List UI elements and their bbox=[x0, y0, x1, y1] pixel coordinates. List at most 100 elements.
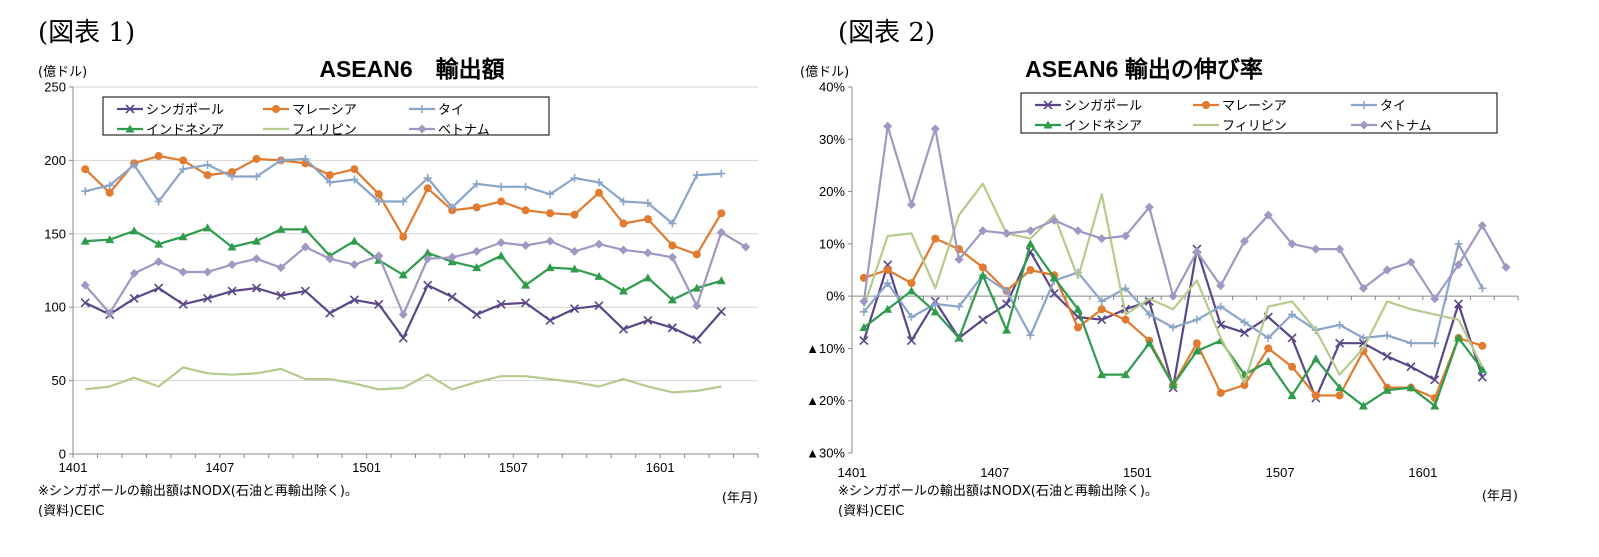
data-point bbox=[178, 299, 188, 309]
chart-title: ASEAN6 輸出額 bbox=[319, 56, 504, 82]
data-point bbox=[202, 293, 213, 303]
data-point bbox=[667, 252, 677, 262]
data-point bbox=[447, 292, 457, 302]
legend-item: タイ bbox=[1351, 99, 1406, 114]
y-tick-label: 150 bbox=[44, 226, 66, 241]
data-point bbox=[883, 304, 893, 313]
data-point bbox=[1288, 362, 1297, 371]
data-point bbox=[883, 266, 892, 274]
data-point bbox=[1121, 370, 1131, 379]
data-point bbox=[692, 334, 702, 345]
data-point bbox=[350, 165, 359, 174]
data-point bbox=[906, 200, 916, 210]
series-4 bbox=[85, 366, 722, 394]
data-point bbox=[80, 236, 90, 245]
data-point bbox=[227, 286, 237, 296]
series-line bbox=[863, 237, 1483, 400]
data-point bbox=[1097, 370, 1107, 379]
data-point bbox=[228, 172, 237, 181]
data-point bbox=[179, 156, 188, 165]
data-point bbox=[1477, 221, 1487, 231]
data-point bbox=[521, 182, 530, 191]
legend-label: タイ bbox=[438, 103, 464, 118]
data-point bbox=[643, 215, 652, 224]
note-source: (資料)CEIC bbox=[38, 504, 105, 519]
x-tick-label: 1401 bbox=[59, 460, 88, 475]
export-value-chart: ASEAN6 輸出額 (億ドル) (年月) 0 50 100 150 200 250 1401 14… bbox=[38, 56, 759, 506]
data-point bbox=[251, 283, 262, 293]
data-point bbox=[1239, 236, 1249, 246]
data-point bbox=[276, 156, 285, 165]
data-point bbox=[594, 178, 603, 187]
data-point bbox=[276, 224, 286, 233]
legend-box bbox=[1020, 92, 1498, 134]
series-5 bbox=[859, 121, 1511, 306]
data-point bbox=[907, 313, 916, 322]
data-point bbox=[643, 248, 653, 258]
data-point bbox=[716, 227, 726, 237]
data-point bbox=[1145, 310, 1154, 319]
data-point bbox=[130, 160, 139, 169]
data-point bbox=[227, 260, 237, 270]
legend-item: マレーシア bbox=[1193, 99, 1287, 114]
note-singapore: ※シンガポールの輸出額はNODX(石油と再輸出除く)。 bbox=[38, 484, 358, 499]
legend-marker bbox=[1043, 120, 1053, 129]
data-point bbox=[978, 270, 988, 279]
data-point bbox=[570, 210, 579, 219]
export-growth-chart: ASEAN6 輸出の伸び率 (億ドル) (年月) ▲30% ▲20% ▲10% 0% 10% 2… bbox=[800, 56, 1519, 504]
data-point bbox=[1002, 325, 1012, 334]
y-tick-label: 100 bbox=[44, 300, 66, 315]
data-point bbox=[1335, 383, 1345, 392]
data-point bbox=[859, 296, 869, 306]
data-point bbox=[618, 286, 628, 295]
data-point bbox=[1430, 375, 1440, 385]
x-tick-label: 1501 bbox=[352, 460, 381, 475]
legend-label: マレーシア bbox=[292, 103, 357, 118]
data-point bbox=[105, 188, 114, 197]
series-3 bbox=[859, 239, 1487, 410]
series-5 bbox=[80, 227, 751, 320]
legend-marker bbox=[1202, 101, 1210, 109]
data-point bbox=[251, 236, 261, 245]
x-tick-label: 1601 bbox=[646, 460, 675, 475]
chart-panel-export-growth: (図表 2) ASEAN6 輸出の伸び率 (億ドル) (年月) ▲30% ▲20% ▲10… bbox=[800, 0, 1599, 557]
data-point bbox=[1264, 333, 1273, 342]
data-point bbox=[398, 333, 408, 343]
data-point bbox=[1144, 296, 1154, 306]
data-point bbox=[398, 310, 408, 320]
data-point bbox=[1121, 231, 1131, 241]
data-point bbox=[472, 309, 482, 320]
series-1 bbox=[859, 234, 1487, 403]
data-point bbox=[423, 174, 432, 183]
data-point bbox=[978, 315, 988, 325]
data-point bbox=[349, 236, 359, 245]
y-tick-label: 10% bbox=[819, 236, 845, 251]
data-point bbox=[1335, 320, 1344, 329]
data-point bbox=[1287, 390, 1297, 399]
data-point bbox=[907, 279, 916, 288]
legend-item: ベトナム bbox=[1351, 119, 1432, 134]
data-point bbox=[300, 242, 310, 252]
legend-label: インドネシア bbox=[1064, 119, 1142, 134]
y-tick-label: ▲20% bbox=[806, 393, 845, 408]
data-point bbox=[594, 188, 603, 197]
data-point bbox=[154, 257, 164, 267]
data-point bbox=[1406, 383, 1416, 392]
data-point bbox=[1454, 333, 1464, 342]
legend-marker bbox=[417, 124, 427, 134]
data-point bbox=[1358, 338, 1368, 348]
data-point bbox=[1073, 304, 1083, 313]
data-point bbox=[325, 171, 334, 180]
data-point bbox=[472, 263, 482, 272]
series-1 bbox=[81, 151, 726, 259]
data-point bbox=[300, 224, 310, 233]
data-point bbox=[1430, 339, 1439, 348]
data-point bbox=[1454, 239, 1463, 248]
series-line bbox=[862, 182, 1484, 384]
data-point bbox=[129, 226, 139, 235]
data-point bbox=[447, 252, 457, 262]
data-point bbox=[276, 263, 286, 273]
data-point bbox=[545, 236, 555, 246]
data-point bbox=[497, 182, 506, 191]
data-point bbox=[1453, 299, 1464, 309]
